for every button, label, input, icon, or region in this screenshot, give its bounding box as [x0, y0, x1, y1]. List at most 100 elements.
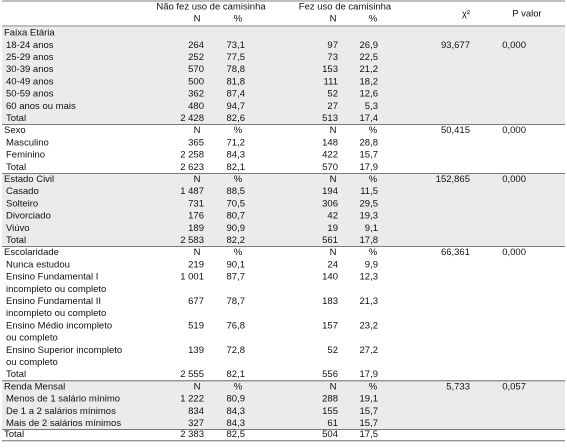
header-group: Não fez uso de camisinha	[156, 2, 266, 13]
row-label: Ensino Fundamental II	[6, 296, 101, 307]
cell: 834	[188, 406, 204, 417]
row-label: Ensino Fundamental I	[6, 272, 98, 283]
row-label: ou completo	[6, 357, 58, 368]
cell: 97	[327, 40, 338, 51]
chi2: 66,361	[441, 247, 470, 258]
cell: 189	[188, 223, 204, 234]
row-label: Viúvo	[6, 223, 30, 234]
row-label: 25-29 anos	[6, 52, 54, 63]
cell: 157	[322, 320, 338, 331]
cell: 140	[322, 272, 338, 283]
header-sub: %	[234, 14, 243, 25]
cell: 87,7	[227, 272, 246, 283]
row-label: Feminino	[6, 150, 45, 161]
cell: 82,6	[227, 113, 246, 124]
chi2: 50,415	[441, 125, 470, 136]
cell: 21,3	[360, 296, 379, 307]
row-label: Menos de 1 salário mínimo	[6, 394, 120, 405]
cell: 362	[188, 89, 204, 100]
cell: 29,5	[360, 198, 379, 209]
section-bg	[2, 173, 565, 247]
section-bg	[2, 27, 565, 125]
cell: 365	[188, 137, 204, 148]
cell: 15,7	[360, 150, 379, 161]
cell: 77,5	[227, 52, 246, 63]
row-label: Divorciado	[6, 211, 51, 222]
cell: 1 222	[180, 394, 204, 405]
cell: 561	[322, 235, 338, 246]
cell: 24	[327, 259, 338, 270]
row-label: Nunca estudou	[6, 259, 70, 270]
cell: 422	[322, 150, 338, 161]
cell: 72,8	[227, 345, 246, 356]
cell: 12,6	[360, 89, 379, 100]
cell: 2 383	[180, 429, 204, 440]
cell: N	[194, 247, 201, 258]
header-sub: N	[194, 14, 201, 25]
p-value: 0,000	[502, 247, 526, 258]
cell: 82,5	[227, 429, 246, 440]
cell: 82,1	[227, 162, 246, 173]
header-sub: %	[369, 14, 378, 25]
chi2: 5,733	[446, 381, 470, 392]
cell: 88,5	[227, 186, 246, 197]
cell: 87,4	[227, 89, 246, 100]
header-group: Fez uso de camisinha	[299, 2, 392, 13]
cell: 17,9	[360, 162, 379, 173]
cell: %	[369, 125, 378, 136]
row-label: Solteiro	[6, 198, 38, 209]
p-value: 0,000	[502, 174, 526, 185]
cell: 2 583	[180, 235, 204, 246]
cell: 70,5	[227, 198, 246, 209]
cell: 176	[188, 211, 204, 222]
row-label: 30-39 anos	[6, 64, 54, 75]
cell: 12,3	[360, 272, 379, 283]
cell: 2 428	[180, 113, 204, 124]
cell: 17,4	[360, 113, 379, 124]
row-label: 50-59 anos	[6, 89, 54, 100]
cell: 500	[188, 76, 204, 87]
section-title: Faixa Etária	[4, 28, 55, 39]
cell: 19,1	[360, 394, 379, 405]
section-title: Estado Civil	[4, 174, 54, 185]
cell: 570	[188, 64, 204, 75]
cell: 288	[322, 394, 338, 405]
row-label: De 1 a 2 salários mínimos	[6, 406, 116, 417]
row-label: 18-24 anos	[6, 40, 54, 51]
cell: 73	[327, 52, 338, 63]
cell: 148	[322, 137, 338, 148]
cell: 2 555	[180, 369, 204, 380]
cell: N	[330, 174, 337, 185]
header-sub: N	[330, 14, 337, 25]
row-label: 40-49 anos	[6, 76, 54, 87]
cell: 9,1	[365, 223, 378, 234]
p-value: 0,000	[502, 125, 526, 136]
p-value: 0,057	[502, 381, 526, 392]
section-bg	[2, 380, 565, 430]
row-label: Total	[4, 429, 24, 440]
row-label: Total	[6, 235, 26, 246]
cell: %	[369, 381, 378, 392]
cell: 1 001	[180, 272, 204, 283]
cell: 90,9	[227, 223, 246, 234]
cell: 26,9	[360, 40, 379, 51]
header-p: P valor	[512, 9, 541, 20]
cell: 5,3	[365, 101, 378, 112]
cell: 94,7	[227, 101, 246, 112]
row-label: incompleto ou completo	[6, 308, 106, 319]
cell: 18,2	[360, 76, 379, 87]
chi2: 93,677	[441, 40, 470, 51]
cell: 111	[324, 76, 338, 87]
cell: 27	[327, 101, 338, 112]
cell: 19	[327, 223, 338, 234]
cell: %	[234, 174, 243, 185]
row-label: Casado	[6, 186, 39, 197]
cell: 153	[322, 64, 338, 75]
cell: 61	[327, 418, 338, 429]
cell: 252	[188, 52, 204, 63]
cell: 17,5	[360, 429, 379, 440]
cell: %	[369, 174, 378, 185]
cell: 2 623	[180, 162, 204, 173]
cell: 519	[188, 320, 204, 331]
